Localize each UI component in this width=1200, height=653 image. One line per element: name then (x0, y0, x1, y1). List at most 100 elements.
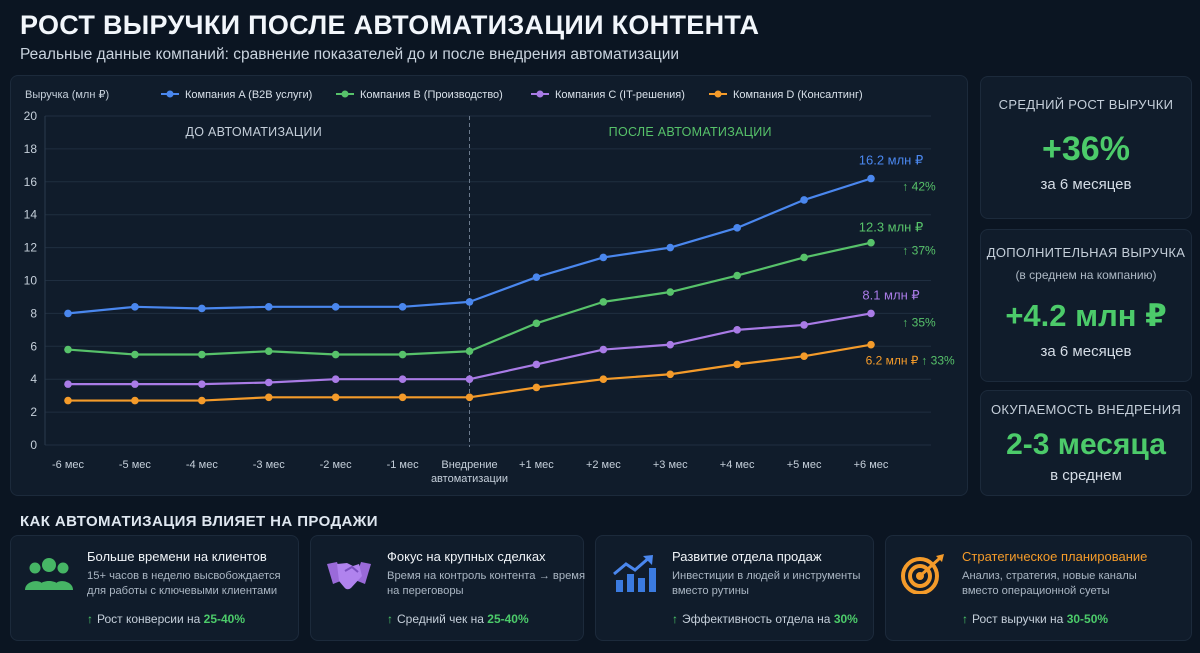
y-tick-label: 16 (24, 175, 38, 189)
data-point (64, 396, 72, 405)
chart-panel: 0 2 4 6 8 10 12 14 16 18 20 Выручка (млн ₽) Компания… (10, 75, 968, 496)
data-point (733, 326, 741, 334)
stat-card-avg-growth: СРЕДНИЙ РОСТ ВЫРУЧКИ +36% за 6 месяцев (980, 76, 1192, 219)
data-point (198, 380, 206, 388)
data-point (599, 298, 608, 306)
y-tick-label: 2 (30, 405, 37, 419)
data-point (198, 304, 206, 313)
data-point (264, 393, 273, 402)
x-tick-label: -4 мес (186, 459, 219, 471)
section-title: КАК АВТОМАТИЗАЦИЯ ВЛИЯЕТ НА ПРОДАЖИ (20, 513, 378, 530)
data-point (398, 350, 407, 359)
card-description: Время на контроль контента → время на пе… (387, 570, 586, 597)
y-tick-label: 12 (24, 241, 38, 255)
growth-label: ↑ 37% (902, 244, 936, 258)
x-tick-label: +5 мес (787, 459, 822, 471)
data-point (532, 360, 541, 369)
data-point (465, 298, 474, 306)
data-point (131, 396, 139, 405)
legend-label: Компания B (Производство) (360, 89, 503, 101)
data-point (64, 309, 72, 318)
data-point (666, 340, 675, 349)
end-value-label: 8.1 млн ₽ (862, 287, 919, 302)
data-point (198, 396, 206, 405)
data-point (800, 352, 808, 360)
card-metric: ↑ Рост выручки на 30-50% (962, 612, 1109, 626)
legend-swatch-dot (714, 90, 722, 98)
feature-card-sales-team: Развитие отдела продаж Инвестиции в люде… (595, 535, 874, 641)
card-description: Инвестиции в людей и инструменты вместо … (672, 570, 861, 597)
data-point (800, 321, 808, 329)
data-point (867, 309, 875, 318)
stat-label: ОКУПАЕМОСТЬ ВНЕДРЕНИЯ (990, 402, 1182, 417)
data-point (465, 375, 474, 384)
data-point (398, 303, 407, 311)
data-point (666, 243, 675, 252)
data-point (666, 288, 675, 296)
feature-card-clients: Больше времени на клиентов 15+ часов в н… (10, 535, 299, 641)
stat-label: ДОПОЛНИТЕЛЬНАЯ ВЫРУЧКА (986, 245, 1186, 260)
x-tick-label: -2 мес (320, 459, 353, 471)
card-title: Стратегическое планирование (962, 549, 1148, 564)
end-value-label: 16.2 млн ₽ (859, 153, 924, 168)
stat-foot: в среднем (1050, 467, 1122, 484)
x-tick-label: Внедрение (441, 459, 497, 471)
growth-label: ↑ 33% (921, 354, 955, 368)
y-tick-label: 18 (24, 142, 38, 156)
legend-swatch-dot (166, 90, 174, 98)
page-subtitle: Реальные данные компаний: сравнение пока… (20, 46, 680, 63)
stat-value: +4.2 млн ₽ (1005, 298, 1167, 333)
data-point (532, 319, 541, 328)
card-title: Развитие отдела продаж (672, 549, 822, 564)
x-tick-label: +3 мес (653, 459, 688, 471)
data-point (733, 224, 741, 232)
data-point (331, 393, 340, 402)
card-metric: ↑ Средний чек на 25-40% (387, 612, 529, 626)
data-point (800, 253, 808, 262)
y-tick-label: 20 (24, 109, 38, 123)
data-point (264, 378, 273, 387)
data-point (532, 383, 541, 392)
handshake-icon (327, 562, 371, 590)
revenue-line-chart: 0 2 4 6 8 10 12 14 16 18 20 Выручка (млн ₽) Компания… (24, 89, 955, 485)
card-title: Фокус на крупных сделках (387, 549, 546, 564)
data-point (198, 350, 206, 359)
data-point (867, 340, 875, 349)
stat-sublabel: (в среднем на компанию) (1015, 268, 1157, 282)
stat-foot: за 6 месяцев (1040, 176, 1132, 193)
period-label-after: ПОСЛЕ АВТОМАТИЗАЦИИ (609, 125, 772, 139)
data-point (465, 347, 474, 356)
stat-value: 2-3 месяца (1006, 428, 1166, 461)
stat-label: СРЕДНИЙ РОСТ ВЫРУЧКИ (998, 97, 1174, 112)
y-tick-label: 6 (30, 339, 37, 353)
x-tick-label: -5 мес (119, 459, 152, 471)
x-tick-label: +1 мес (519, 459, 554, 471)
data-point (465, 393, 474, 402)
stat-card-extra-revenue: ДОПОЛНИТЕЛЬНАЯ ВЫРУЧКА (в среднем на ком… (980, 229, 1192, 382)
period-label-before: ДО АВТОМАТИЗАЦИИ (185, 125, 322, 139)
data-point (398, 375, 407, 384)
y-axis-label: Выручка (млн ₽) (25, 89, 109, 101)
end-value-label: 6.2 млн ₽ (866, 354, 919, 368)
card-metric: ↑ Рост конверсии на 25-40% (87, 612, 246, 626)
people-icon (25, 558, 73, 590)
data-point (867, 174, 875, 183)
data-point (867, 238, 875, 247)
data-point (64, 380, 72, 388)
data-point (131, 350, 139, 359)
y-tick-label: 14 (24, 208, 38, 222)
data-point (264, 347, 273, 356)
data-point (331, 350, 340, 359)
card-title: Больше времени на клиентов (87, 549, 267, 564)
data-point (599, 375, 608, 384)
x-tick-label: +2 мес (586, 459, 621, 471)
data-point (733, 360, 741, 369)
feature-card-deals: Фокус на крупных сделках Время на контро… (310, 535, 585, 641)
data-point (64, 345, 72, 354)
card-description: 15+ часов в неделю высвобождается для ра… (87, 570, 281, 597)
data-point (599, 345, 608, 354)
x-tick-label: -6 мес (52, 459, 85, 471)
page-title: РОСТ ВЫРУЧКИ ПОСЛЕ АВТОМАТИЗАЦИИ КОНТЕНТ… (20, 10, 760, 40)
card-metric: ↑ Эффективность отдела на 30% (672, 612, 858, 626)
legend-swatch-dot (536, 90, 544, 98)
